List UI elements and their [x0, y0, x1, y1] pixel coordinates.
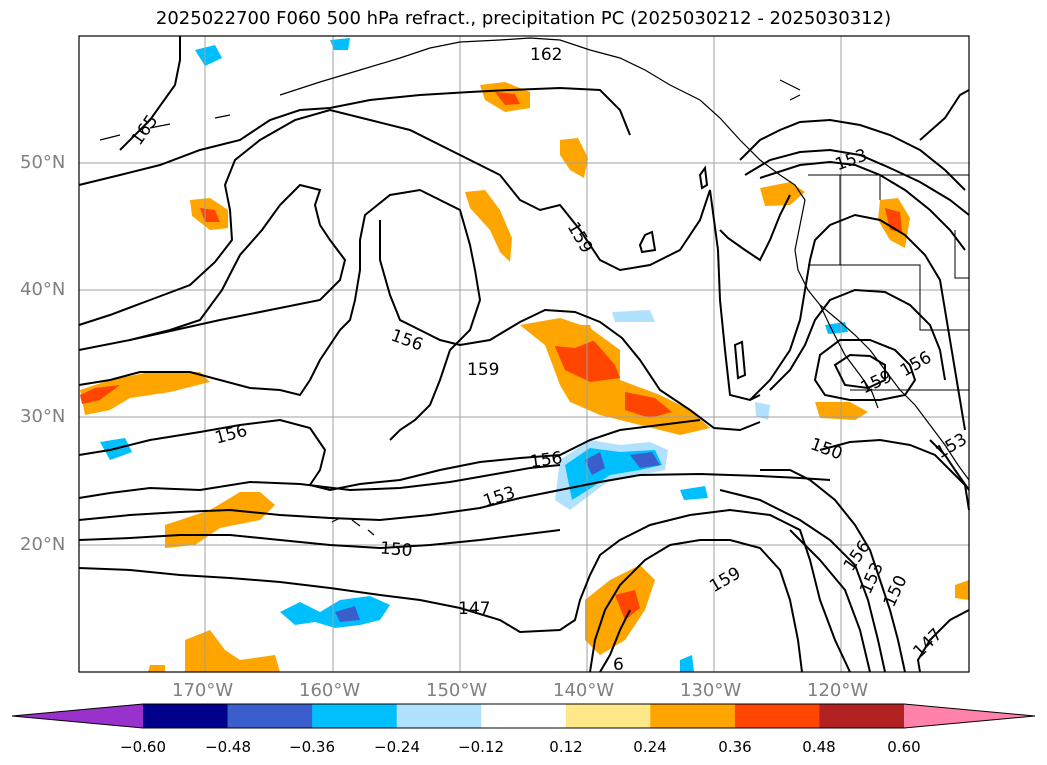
colorbar-extend-low — [12, 704, 143, 728]
colorbar-extend-high — [904, 704, 1035, 728]
colorbar-tick-label: −0.60 — [120, 738, 166, 756]
lon-label: 120°W — [807, 680, 869, 701]
contour-label: 147 — [458, 599, 490, 619]
map-frame — [78, 35, 970, 673]
colorbar-segment — [396, 704, 482, 728]
colorbar-tick-label: 0.60 — [887, 738, 921, 756]
colorbar-tick-label: −0.24 — [374, 738, 420, 756]
colorbar-segment — [734, 704, 820, 728]
lon-label: 130°W — [680, 680, 742, 701]
lat-label: 30°N — [20, 406, 66, 427]
contour-label: 159 — [467, 360, 499, 380]
map-title: 2025022700 F060 500 hPa refract., precip… — [155, 8, 892, 29]
colorbar-tick-label: −0.48 — [205, 738, 251, 756]
contours — [78, 36, 970, 673]
colorbar-segment — [565, 704, 651, 728]
colorbar-segment — [312, 704, 398, 728]
colorbar-segment — [650, 704, 736, 728]
contour-label: 150 — [379, 538, 413, 561]
colorbar — [11, 703, 1036, 729]
contour-label: 6 — [613, 655, 624, 675]
graticule — [79, 36, 969, 672]
colorbar-tick-label: 0.24 — [633, 738, 667, 756]
lon-label: 160°W — [299, 680, 361, 701]
map-panel: 162 165 159 156 159 156 156 153 150 147 … — [78, 35, 971, 675]
colorbar-segment — [143, 704, 229, 728]
colorbar-tick-label: 0.12 — [549, 738, 583, 756]
lat-label: 50°N — [20, 152, 66, 173]
colorbar-tick-label: −0.36 — [289, 738, 335, 756]
contour-label: 162 — [530, 45, 562, 65]
lon-label: 170°W — [172, 680, 234, 701]
contour-label: 156 — [529, 448, 564, 472]
lat-label: 20°N — [20, 534, 66, 555]
lat-label: 40°N — [20, 279, 66, 300]
colorbar-segment — [227, 704, 313, 728]
colorbar-tick-label: 0.48 — [802, 738, 836, 756]
colorbar-segment — [481, 704, 567, 728]
coastlines — [99, 37, 970, 536]
precip-negative-shading — [100, 38, 848, 672]
colorbar-tick-label: 0.36 — [718, 738, 752, 756]
colorbar-segment — [819, 704, 905, 728]
colorbar-outline — [11, 703, 1036, 729]
lon-label: 140°W — [553, 680, 615, 701]
colorbar-tick-label: −0.12 — [458, 738, 504, 756]
lon-label: 150°W — [426, 680, 488, 701]
